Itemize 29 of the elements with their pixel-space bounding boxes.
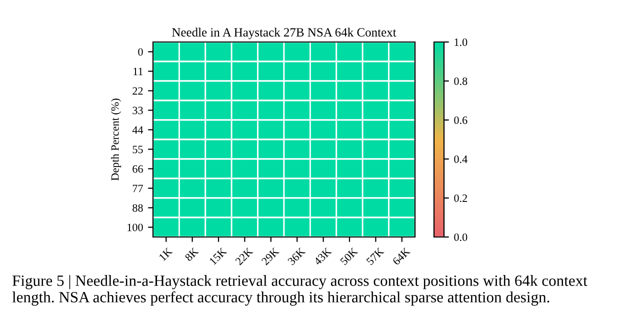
color-bar-label: 0.0 — [454, 233, 468, 242]
x-tick-label: 29K — [261, 247, 280, 266]
x-tick-label: 64K — [392, 247, 411, 266]
x-tick-label: 15K — [209, 247, 228, 266]
x-tick-label: 1K — [158, 247, 173, 262]
y-tick-label: 77 — [132, 184, 143, 192]
x-tick-label: 43K — [313, 247, 332, 266]
color-bar-label: 0.4 — [454, 155, 468, 164]
y-tick-label: 44 — [132, 126, 144, 134]
y-tick-label: 55 — [132, 146, 143, 154]
x-tick-label: 57K — [366, 247, 384, 266]
chart-title: Needle in A Haystack 27B NSA 64k Context — [172, 28, 396, 40]
y-tick-label: 22 — [132, 87, 143, 95]
color-bar-label: 0.6 — [454, 116, 468, 124]
y-tick-label: 33 — [132, 106, 143, 114]
y-tick-label: 0 — [138, 48, 143, 56]
color-bar-label: 0.8 — [454, 77, 468, 86]
y-tick-label: 88 — [132, 204, 143, 212]
y-tick-label: 66 — [132, 165, 143, 173]
color-bar-label: 1.0 — [454, 38, 468, 46]
x-tick-label: 50K — [340, 247, 358, 266]
caption: Figure 5 | Needle-in-a-Haystack retrieval accuracy across context positions with 64k context length. NSA achieves perfect accuracy through its hierarchical sparse attention design. — [12, 275, 588, 306]
y-tick-label: 11 — [134, 68, 143, 76]
y-axis-title: Depth Percent (%) — [110, 98, 122, 181]
color-bar-label: 0.2 — [454, 194, 467, 202]
x-tick-label: 22K — [234, 247, 254, 266]
x-tick-label: 36K — [287, 247, 306, 266]
x-tick-label: 8K — [184, 247, 199, 262]
y-tick-label: 100 — [128, 224, 143, 232]
